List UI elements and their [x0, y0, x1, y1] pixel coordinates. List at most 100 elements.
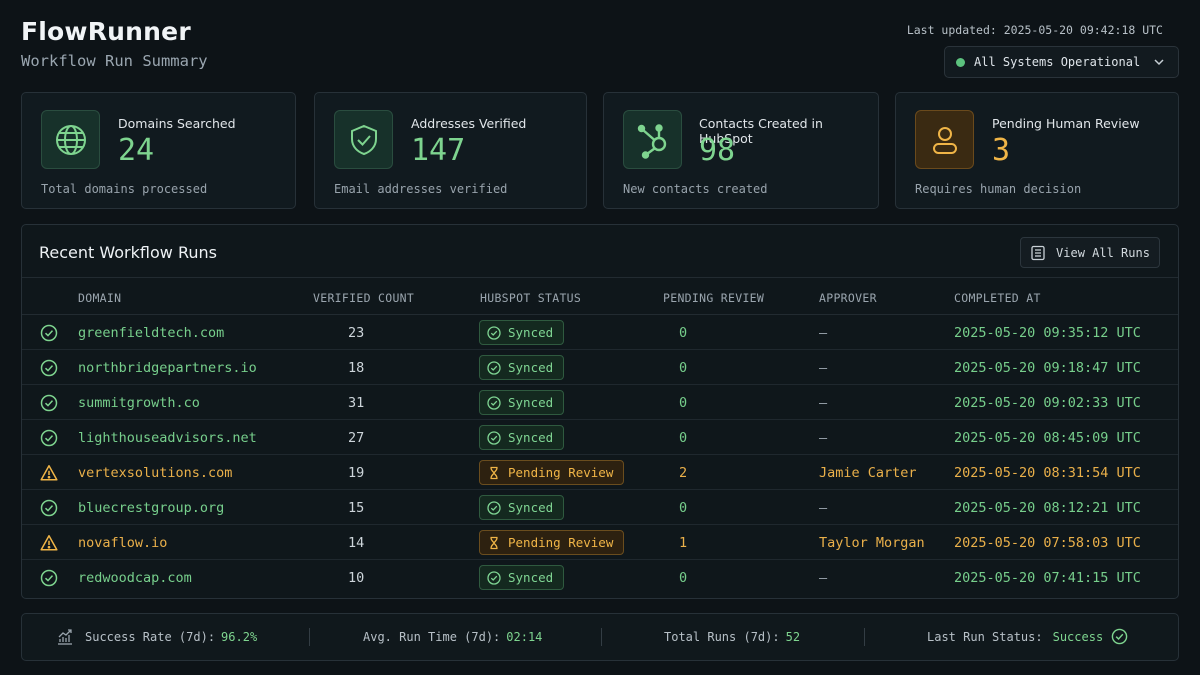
- success-rate-label: Success Rate (7d):: [85, 630, 216, 644]
- domain-link[interactable]: greenfieldtech.com: [78, 325, 225, 341]
- check-circle-icon: [40, 324, 58, 342]
- avg-run-time-value: 02:14: [506, 630, 543, 644]
- verified-count: 14: [348, 535, 365, 551]
- warning-icon: [40, 534, 58, 552]
- last-run-status-value: Success: [1052, 629, 1104, 644]
- check-circle-icon: [487, 395, 508, 410]
- hubspot-status-badge: Synced: [479, 565, 565, 590]
- card-label: Domains Searched: [118, 116, 236, 131]
- last-updated: Last updated: 2025-05-20 09:42:18 UTC: [906, 23, 1163, 37]
- completed-at: 2025-05-20 08:12:21 UTC: [954, 500, 1141, 516]
- domain-link[interactable]: bluecrestgroup.org: [78, 500, 225, 516]
- check-circle-icon: [40, 359, 58, 377]
- domain-link[interactable]: northbridgepartners.io: [78, 360, 257, 376]
- header-completed-at[interactable]: COMPLETED AT: [954, 291, 1041, 305]
- system-status-label: All Systems Operational: [974, 55, 1141, 69]
- view-all-runs-button[interactable]: View All Runs: [1020, 237, 1160, 268]
- hubspot-status-label: Pending Review: [508, 465, 614, 480]
- pending-review-count: 0: [679, 360, 688, 376]
- domain-link[interactable]: vertexsolutions.com: [78, 465, 233, 481]
- completed-at: 2025-05-20 09:18:47 UTC: [954, 360, 1141, 376]
- table-row[interactable]: greenfieldtech.com 23 Synced 0 – 2025-05-20 0…: [22, 315, 1178, 350]
- total-runs: Total Runs (7d): 52: [664, 630, 800, 644]
- table-row[interactable]: redwoodcap.com 10 Synced 0 – 2025-05-20 07:41…: [22, 560, 1178, 595]
- card-foot: Total domains processed: [41, 182, 208, 196]
- app-subtitle: Workflow Run Summary: [21, 52, 208, 70]
- approver: –: [819, 570, 828, 586]
- header-domain[interactable]: DOMAIN: [78, 291, 122, 305]
- card-foot: Email addresses verified: [334, 182, 508, 196]
- last-run-status: Last Run Status: Success: [927, 628, 1128, 645]
- card-label: Contacts Created in HubSpot: [699, 116, 823, 146]
- table-row[interactable]: novaflow.io 14 Pending Review 1 Taylor Morga…: [22, 525, 1178, 560]
- hubspot-icon: [623, 110, 682, 169]
- header-hubspot-status[interactable]: HUBSPOT STATUS: [480, 291, 582, 305]
- domain-link[interactable]: novaflow.io: [78, 535, 168, 551]
- recent-runs-panel: Recent Workflow Runs View All Runs DOMAI…: [21, 224, 1179, 599]
- domain-link[interactable]: lighthouseadvisors.net: [78, 430, 257, 446]
- total-runs-value: 52: [785, 630, 801, 644]
- stat-card-domains: Domains Searched 24 Total domains proces…: [21, 92, 296, 209]
- table-row[interactable]: lighthouseadvisors.net 27 Synced 0 – 2025-05-…: [22, 420, 1178, 455]
- hubspot-status-badge: Synced: [479, 425, 565, 450]
- completed-at: 2025-05-20 09:35:12 UTC: [954, 325, 1141, 341]
- pending-review-count: 0: [679, 325, 688, 341]
- completed-at: 2025-05-20 08:45:09 UTC: [954, 430, 1141, 446]
- hubspot-status-badge: Pending Review: [479, 530, 625, 555]
- table-row[interactable]: summitgrowth.co 31 Synced 0 – 2025-05-20 09:0…: [22, 385, 1178, 420]
- avg-run-time-label: Avg. Run Time (7d):: [363, 630, 501, 644]
- shield-check-icon: [334, 110, 393, 169]
- verified-count: 19: [348, 465, 365, 481]
- table-row[interactable]: vertexsolutions.com 19 Pending Review 2 Jami…: [22, 455, 1178, 490]
- pending-review-count: 2: [679, 465, 688, 481]
- card-label: Pending Human Review: [992, 116, 1140, 131]
- hubspot-status-label: Synced: [508, 325, 554, 340]
- card-foot: New contacts created: [623, 182, 768, 196]
- hubspot-status-label: Synced: [508, 500, 554, 515]
- summary-footer: Success Rate (7d): 96.2% Avg. Run Time (…: [21, 613, 1179, 661]
- hubspot-status-badge: Synced: [479, 495, 565, 520]
- table-row[interactable]: bluecrestgroup.org 15 Synced 0 – 2025-05-20 0…: [22, 490, 1178, 525]
- last-run-status-label: Last Run Status:: [927, 629, 1043, 644]
- user-icon: [915, 110, 974, 169]
- hubspot-status-label: Synced: [508, 430, 554, 445]
- footer-divider: [601, 628, 602, 646]
- total-runs-label: Total Runs (7d):: [664, 630, 780, 644]
- success-rate-value: 96.2%: [221, 630, 258, 644]
- hubspot-status-badge: Synced: [479, 390, 565, 415]
- check-circle-icon: [487, 325, 508, 340]
- check-circle-icon: [40, 429, 58, 447]
- approver: –: [819, 325, 828, 341]
- app-title: FlowRunner: [21, 17, 191, 46]
- hourglass-icon: [487, 466, 508, 480]
- hubspot-status-label: Synced: [508, 395, 554, 410]
- check-circle-icon: [40, 394, 58, 412]
- completed-at: 2025-05-20 09:02:33 UTC: [954, 395, 1141, 411]
- system-status-dropdown[interactable]: All Systems Operational: [944, 46, 1179, 78]
- check-circle-icon: [487, 430, 508, 445]
- header-pending-review[interactable]: PENDING REVIEW: [663, 291, 765, 305]
- table-title: Recent Workflow Runs: [39, 243, 217, 262]
- pending-review-count: 0: [679, 430, 688, 446]
- stat-card-pending: Pending Human Review 3 Requires human de…: [895, 92, 1179, 209]
- list-icon: [1031, 245, 1045, 260]
- table-row[interactable]: northbridgepartners.io 18 Synced 0 – 2025-05-…: [22, 350, 1178, 385]
- domain-link[interactable]: summitgrowth.co: [78, 395, 200, 411]
- approver: –: [819, 500, 828, 516]
- completed-at: 2025-05-20 07:58:03 UTC: [954, 535, 1141, 551]
- globe-icon: [41, 110, 100, 169]
- card-value: 98: [699, 133, 736, 168]
- check-circle-icon: [487, 570, 508, 585]
- status-dot-icon: [956, 57, 965, 67]
- success-rate: Success Rate (7d): 96.2%: [56, 628, 257, 646]
- card-value: 147: [411, 133, 466, 168]
- check-circle-icon: [487, 500, 508, 515]
- hubspot-status-label: Pending Review: [508, 535, 614, 550]
- hubspot-status-badge: Synced: [479, 320, 565, 345]
- header-approver[interactable]: APPROVER: [819, 291, 877, 305]
- chevron-down-icon: [1154, 59, 1164, 66]
- header-verified-count[interactable]: VERIFIED COUNT: [313, 291, 415, 305]
- table-header: DOMAIN VERIFIED COUNT HUBSPOT STATUS PEN…: [22, 277, 1178, 315]
- domain-link[interactable]: redwoodcap.com: [78, 570, 192, 586]
- hubspot-status-badge: Synced: [479, 355, 565, 380]
